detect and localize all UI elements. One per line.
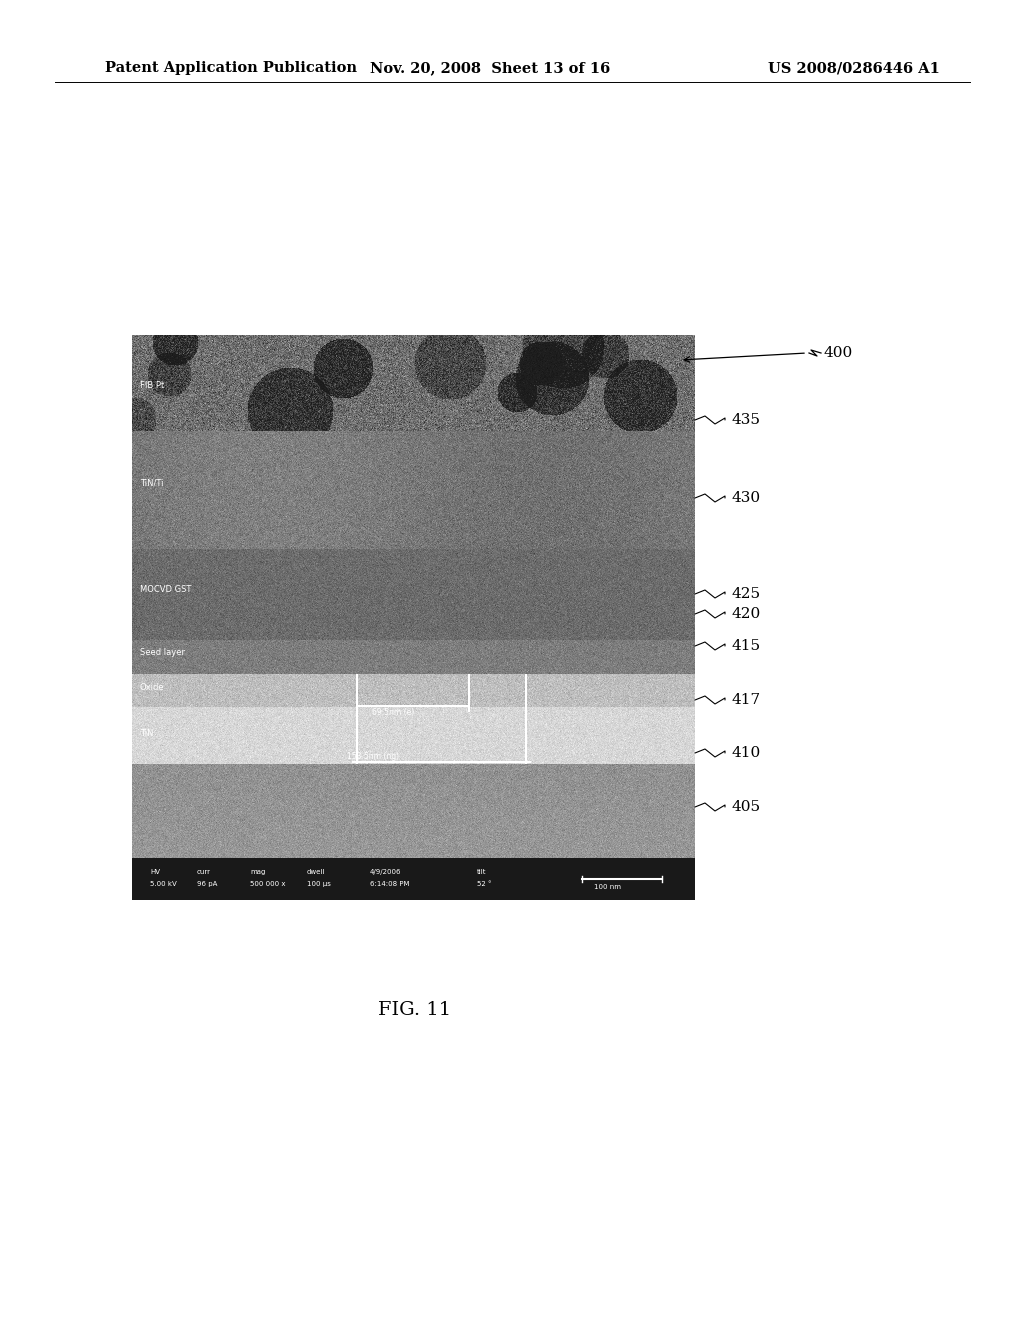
Text: TiN/Ti: TiN/Ti (140, 478, 164, 487)
Text: 5.00 kV: 5.00 kV (150, 880, 177, 887)
Text: 410: 410 (732, 746, 761, 760)
Text: US 2008/0286446 A1: US 2008/0286446 A1 (768, 61, 940, 75)
Text: curr: curr (197, 869, 211, 875)
Text: 400: 400 (823, 346, 852, 360)
Text: mag: mag (250, 869, 265, 875)
Text: 500 000 x: 500 000 x (250, 880, 286, 887)
Text: Patent Application Publication: Patent Application Publication (105, 61, 357, 75)
Text: 435: 435 (732, 413, 761, 426)
Text: Oxide: Oxide (140, 684, 165, 693)
Text: Seed layer: Seed layer (140, 648, 185, 657)
Text: 425: 425 (732, 587, 761, 601)
Text: 100 μs: 100 μs (307, 880, 331, 887)
Text: Nov. 20, 2008  Sheet 13 of 16: Nov. 20, 2008 Sheet 13 of 16 (370, 61, 610, 75)
Text: FIB Pt: FIB Pt (140, 380, 164, 389)
Text: 4/9/2006: 4/9/2006 (370, 869, 401, 875)
Text: 153.5nm (ng): 153.5nm (ng) (347, 752, 399, 762)
Text: 430: 430 (732, 491, 761, 506)
Text: 6:14:08 PM: 6:14:08 PM (370, 880, 410, 887)
Text: dwell: dwell (307, 869, 326, 875)
Text: HV: HV (150, 869, 160, 875)
Text: TiN: TiN (140, 729, 154, 738)
Text: 96 pA: 96 pA (197, 880, 217, 887)
Text: 415: 415 (732, 639, 761, 653)
Text: FIG. 11: FIG. 11 (379, 1001, 452, 1019)
Text: tilt: tilt (477, 869, 486, 875)
Text: MOCVD GST: MOCVD GST (140, 585, 191, 594)
Text: 69.5nm (e): 69.5nm (e) (372, 708, 415, 717)
Text: 52 °: 52 ° (477, 880, 492, 887)
Text: 417: 417 (732, 693, 761, 708)
Text: 420: 420 (732, 607, 761, 620)
Text: 100 nm: 100 nm (594, 884, 621, 890)
Text: 405: 405 (732, 800, 761, 814)
